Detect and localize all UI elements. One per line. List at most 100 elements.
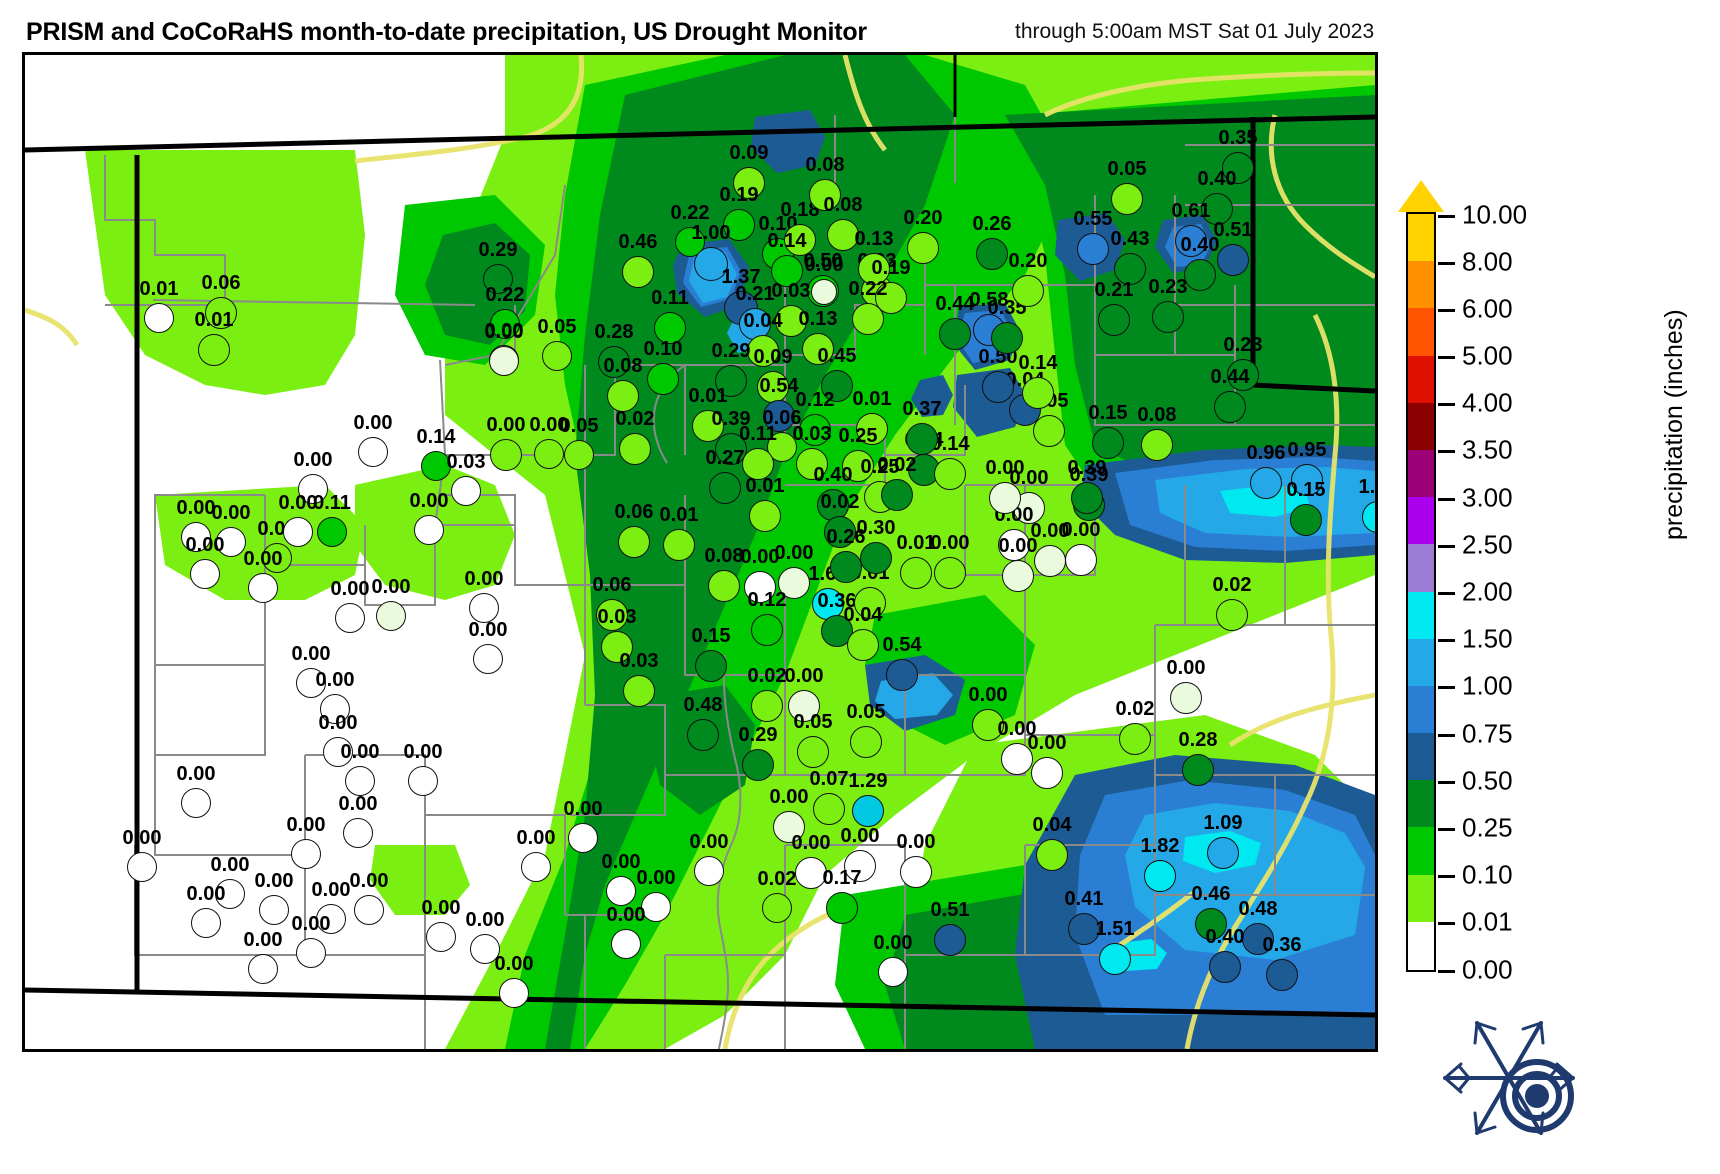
station-marker[interactable] xyxy=(1036,839,1068,871)
station-marker[interactable] xyxy=(1207,837,1239,869)
station-marker[interactable] xyxy=(181,522,211,552)
station-marker[interactable] xyxy=(757,371,789,403)
station-marker[interactable] xyxy=(647,363,679,395)
station-marker[interactable] xyxy=(900,856,932,888)
station-marker[interactable] xyxy=(320,694,350,724)
station-marker[interactable] xyxy=(842,450,874,482)
station-marker[interactable] xyxy=(1119,723,1151,755)
station-marker[interactable] xyxy=(812,588,844,620)
station-marker[interactable] xyxy=(796,448,828,480)
station-marker[interactable] xyxy=(749,500,781,532)
station-marker[interactable] xyxy=(739,308,771,340)
station-marker[interactable] xyxy=(906,423,938,455)
station-marker[interactable] xyxy=(1068,913,1100,945)
station-marker[interactable] xyxy=(723,209,755,241)
map-canvas[interactable] xyxy=(25,55,1375,1049)
station-marker[interactable] xyxy=(802,333,834,365)
station-marker[interactable] xyxy=(852,795,884,827)
station-marker[interactable] xyxy=(606,876,636,906)
station-marker[interactable] xyxy=(490,439,522,471)
station-marker[interactable] xyxy=(821,370,853,402)
station-marker[interactable] xyxy=(414,515,444,545)
station-marker[interactable] xyxy=(296,668,326,698)
station-marker[interactable] xyxy=(976,238,1008,270)
station-marker[interactable] xyxy=(934,458,966,490)
station-marker[interactable] xyxy=(813,793,845,825)
station-marker[interactable] xyxy=(778,567,810,599)
station-marker[interactable] xyxy=(542,341,572,371)
station-marker[interactable] xyxy=(1002,560,1034,592)
station-marker[interactable] xyxy=(1290,504,1322,536)
station-marker[interactable] xyxy=(354,895,384,925)
station-marker[interactable] xyxy=(1201,193,1233,225)
station-marker[interactable] xyxy=(1144,860,1176,892)
station-marker[interactable] xyxy=(1071,482,1103,514)
station-marker[interactable] xyxy=(641,892,671,922)
station-marker[interactable] xyxy=(601,631,633,663)
station-marker[interactable] xyxy=(715,433,747,465)
station-marker[interactable] xyxy=(1291,464,1323,496)
station-marker[interactable] xyxy=(598,346,630,378)
station-marker[interactable] xyxy=(709,472,741,504)
station-marker[interactable] xyxy=(345,766,375,796)
station-marker[interactable] xyxy=(744,571,776,603)
station-marker[interactable] xyxy=(262,543,292,573)
station-marker[interactable] xyxy=(568,823,598,853)
station-marker[interactable] xyxy=(1182,754,1214,786)
station-marker[interactable] xyxy=(694,247,728,281)
station-marker[interactable] xyxy=(1031,757,1063,789)
station-marker[interactable] xyxy=(663,529,695,561)
station-marker[interactable] xyxy=(784,224,816,256)
station-marker[interactable] xyxy=(763,400,795,432)
station-marker[interactable] xyxy=(934,557,966,589)
station-marker[interactable] xyxy=(144,303,174,333)
station-marker[interactable] xyxy=(991,322,1023,354)
station-marker[interactable] xyxy=(622,256,654,288)
station-marker[interactable] xyxy=(607,380,639,412)
station-marker[interactable] xyxy=(827,219,859,251)
station-marker[interactable] xyxy=(1111,183,1143,215)
station-marker[interactable] xyxy=(826,892,858,924)
station-marker[interactable] xyxy=(611,929,641,959)
station-marker[interactable] xyxy=(296,938,326,968)
station-marker[interactable] xyxy=(654,312,686,344)
station-marker[interactable] xyxy=(215,879,245,909)
station-marker[interactable] xyxy=(797,736,829,768)
station-marker[interactable] xyxy=(751,614,783,646)
station-marker[interactable] xyxy=(473,644,503,674)
station-marker[interactable] xyxy=(900,557,932,589)
station-marker[interactable] xyxy=(852,303,884,335)
station-marker[interactable] xyxy=(521,852,551,882)
station-marker[interactable] xyxy=(619,433,651,465)
station-marker[interactable] xyxy=(788,690,820,722)
station-marker[interactable] xyxy=(998,529,1030,561)
station-marker[interactable] xyxy=(259,895,289,925)
station-marker[interactable] xyxy=(483,264,513,294)
station-marker[interactable] xyxy=(1216,599,1248,631)
station-marker[interactable] xyxy=(773,811,805,843)
station-marker[interactable] xyxy=(687,719,719,751)
station-marker[interactable] xyxy=(1217,244,1249,276)
station-marker[interactable] xyxy=(751,690,783,722)
station-marker[interactable] xyxy=(1242,923,1274,955)
station-marker[interactable] xyxy=(623,675,655,707)
station-marker[interactable] xyxy=(830,551,862,583)
station-marker[interactable] xyxy=(191,908,221,938)
station-marker[interactable] xyxy=(1092,427,1124,459)
station-marker[interactable] xyxy=(1175,225,1207,257)
station-marker[interactable] xyxy=(878,957,908,987)
station-marker[interactable] xyxy=(1034,545,1066,577)
station-marker[interactable] xyxy=(1033,415,1065,447)
station-marker[interactable] xyxy=(426,922,456,952)
station-marker[interactable] xyxy=(1170,682,1202,714)
station-marker[interactable] xyxy=(989,482,1021,514)
station-marker[interactable] xyxy=(490,309,520,339)
station-marker[interactable] xyxy=(343,818,373,848)
station-marker[interactable] xyxy=(858,253,890,285)
station-marker[interactable] xyxy=(733,167,765,199)
station-marker[interactable] xyxy=(850,726,882,758)
station-marker[interactable] xyxy=(708,570,740,602)
station-marker[interactable] xyxy=(1222,152,1254,184)
station-marker[interactable] xyxy=(198,334,230,366)
station-marker[interactable] xyxy=(205,297,237,329)
